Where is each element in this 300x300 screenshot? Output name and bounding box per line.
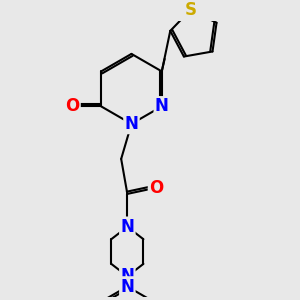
Text: N: N	[120, 278, 134, 296]
Text: O: O	[65, 98, 80, 116]
Text: N: N	[120, 267, 134, 285]
Text: O: O	[149, 179, 163, 197]
Text: N: N	[124, 115, 138, 133]
Text: N: N	[120, 218, 134, 236]
Text: N: N	[155, 98, 169, 116]
Text: S: S	[184, 1, 196, 19]
